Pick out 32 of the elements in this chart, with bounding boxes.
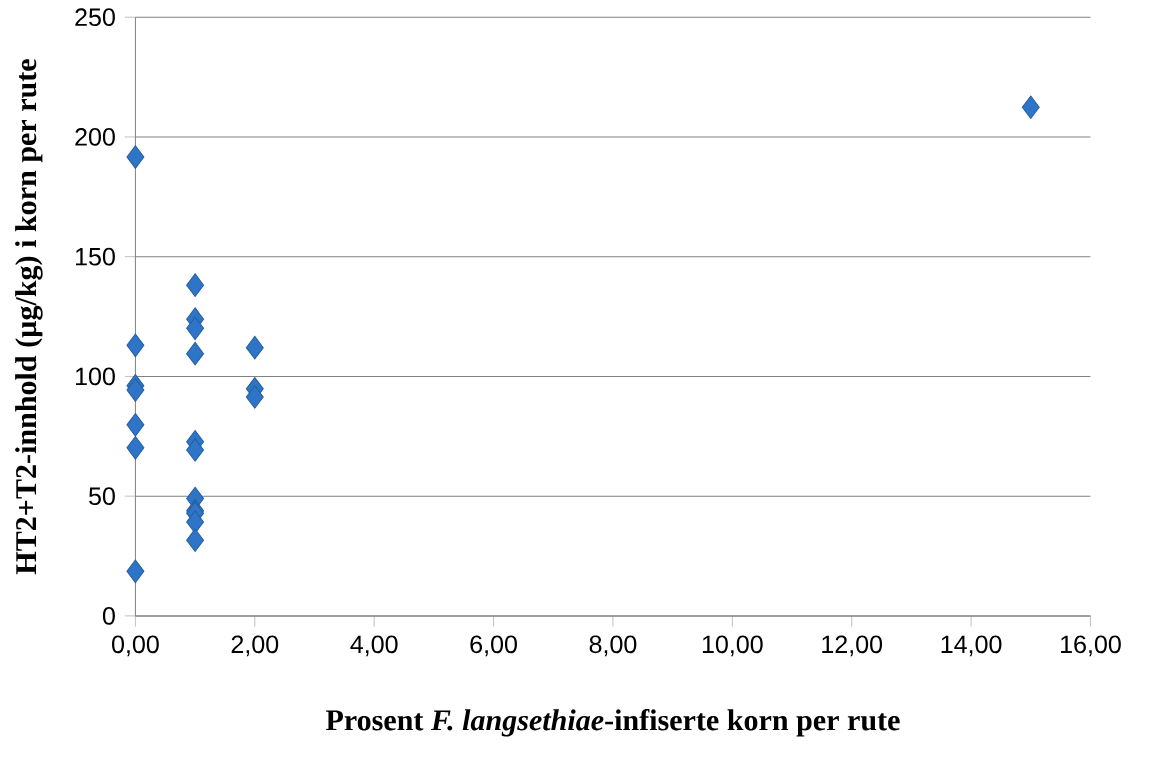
point [186, 341, 205, 366]
y-tick-label: 100 [76, 367, 115, 386]
point [1021, 95, 1040, 120]
point [126, 378, 145, 402]
point [186, 510, 205, 534]
y-tick-label: 250 [75, 8, 115, 27]
point [186, 273, 205, 298]
x-axis-title: Prosent F. langsethiae-infiserte korn per rute [325, 709, 900, 737]
point [186, 316, 205, 341]
point [186, 528, 205, 553]
y-tick-label: 150 [76, 247, 115, 266]
x-tick-label: 14,00 [941, 635, 1002, 657]
point [245, 385, 264, 409]
x-tick-label: 16,00 [1061, 635, 1121, 657]
x-tick-label: 12,00 [822, 635, 883, 657]
x-tick-label: 6,00 [470, 635, 517, 657]
x-tick-label: 2,00 [231, 635, 279, 657]
x-tick-label: 10,00 [702, 635, 763, 657]
y-axis-title: HT2+T2-innhold (µg/kg) i korn per rute [15, 59, 43, 575]
y-tick-label: 0 [102, 607, 115, 625]
y-tick-label: 200 [75, 128, 115, 146]
x-tick-label: 0,00 [112, 635, 159, 657]
point [245, 336, 264, 360]
point [186, 438, 205, 462]
point [126, 436, 145, 460]
point [126, 145, 145, 169]
x-tick-label: 4,00 [350, 635, 398, 657]
point [126, 559, 145, 584]
x-tick-label: 8,00 [589, 635, 637, 657]
y-tick-label: 50 [89, 487, 115, 506]
point [126, 413, 145, 437]
point [126, 333, 145, 358]
